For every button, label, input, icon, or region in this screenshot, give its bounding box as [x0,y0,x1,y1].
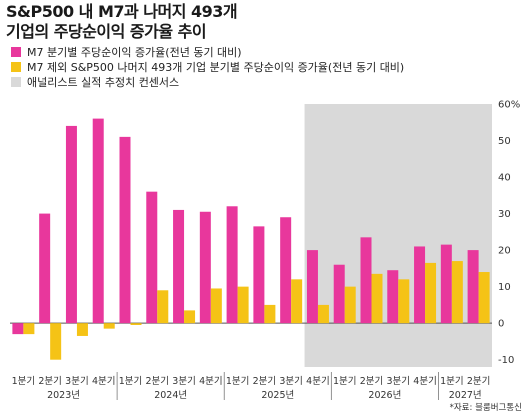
bar-m7-5 [146,191,158,324]
legend-swatch-consensus [11,77,21,87]
bar-rest-3 [103,323,115,329]
year-label: 2025년 [261,390,294,401]
bar-rest-17 [478,272,490,324]
bar-m7-12 [333,264,345,324]
x-tick-label: 3분기 [279,376,303,387]
legend-label-consensus: 애널리스트 실적 추정치 컨센서스 [27,76,179,89]
bar-rest-13 [371,273,383,324]
bar-rest-15 [425,262,437,324]
bar-rest-14 [398,279,410,324]
bar-rest-12 [344,286,356,324]
x-tick-label: 1분기 [333,376,357,387]
x-tick-label: 2분기 [253,376,277,387]
bar-rest-11 [317,304,329,324]
x-tick-label: 4분기 [92,376,116,387]
x-tick-label: 1분기 [119,376,143,387]
y-tick-label: 40 [498,173,511,184]
bar-m7-3 [92,118,104,324]
bar-m7-13 [360,237,372,324]
bar-rest-1 [50,323,62,360]
x-tick-label: 1분기 [226,376,250,387]
y-tick-label: 0 [498,319,504,330]
bar-rest-4 [130,323,142,325]
bar-m7-7 [199,211,211,324]
x-tick-label: 4분기 [199,376,223,387]
y-tick-label: 20 [498,246,511,257]
source-note: *자료: 블룸버그통신 [450,402,522,413]
bar-m7-15 [414,246,426,324]
y-tick-label: 30 [498,209,511,220]
bar-m7-16 [440,244,452,324]
legend-swatch-m7 [11,47,21,57]
bar-m7-14 [387,270,399,324]
bar-m7-2 [65,125,77,324]
x-tick-label: 4분기 [413,376,437,387]
legend-label-m7: M7 분기별 주당순이익 증가율(전년 동기 대비) [27,46,242,59]
year-label: 2023년 [47,390,80,401]
consensus-region [304,104,492,367]
bar-rest-5 [157,290,169,324]
year-label: 2024년 [154,390,187,401]
x-tick-label: 2분기 [360,376,384,387]
x-tick-label: 4분기 [306,376,330,387]
x-tick-label: 2분기 [38,376,62,387]
bar-rest-2 [76,323,88,336]
x-tick-label: 1분기 [440,376,464,387]
x-tick-label: 3분기 [172,376,196,387]
bar-m7-6 [173,209,185,324]
y-tick-label: 60% [498,100,520,111]
x-tick-label: 1분기 [12,376,36,387]
bar-m7-0 [12,323,24,335]
bar-rest-16 [451,261,463,324]
bar-m7-1 [39,213,51,324]
chart-title-line-1: S&P500 내 M7과 나머지 493개 [6,2,238,21]
bar-rest-8 [237,286,249,324]
x-tick-label: 2분기 [467,376,491,387]
legend-swatch-rest [11,62,21,72]
bar-rest-6 [184,310,196,324]
x-tick-label: 2분기 [146,376,170,387]
bar-m7-4 [119,136,131,324]
bar-m7-17 [467,250,479,324]
chart-title: S&P500 내 M7과 나머지 493개 기업의 주당순이익 증가율 추이 [6,2,238,42]
x-tick-label: 3분기 [387,376,411,387]
legend-label-rest: M7 제외 S&P500 나머지 493개 기업 분기별 주당순이익 증가율(전… [27,61,404,74]
bar-rest-10 [291,279,303,324]
year-label: 2026년 [368,390,401,401]
y-tick-label: -10 [498,355,514,366]
bar-m7-8 [226,206,238,324]
year-label: 2027년 [449,390,482,401]
chart-title-line-2: 기업의 주당순이익 증가율 추이 [6,22,207,41]
bar-rest-0 [23,323,35,335]
bar-m7-9 [253,226,265,324]
bar-m7-10 [280,217,292,324]
bar-rest-9 [264,304,276,324]
y-tick-label: 50 [498,136,511,147]
y-tick-label: 10 [498,282,511,293]
x-tick-label: 3분기 [65,376,89,387]
bar-m7-11 [306,250,318,324]
bar-rest-7 [210,288,222,324]
